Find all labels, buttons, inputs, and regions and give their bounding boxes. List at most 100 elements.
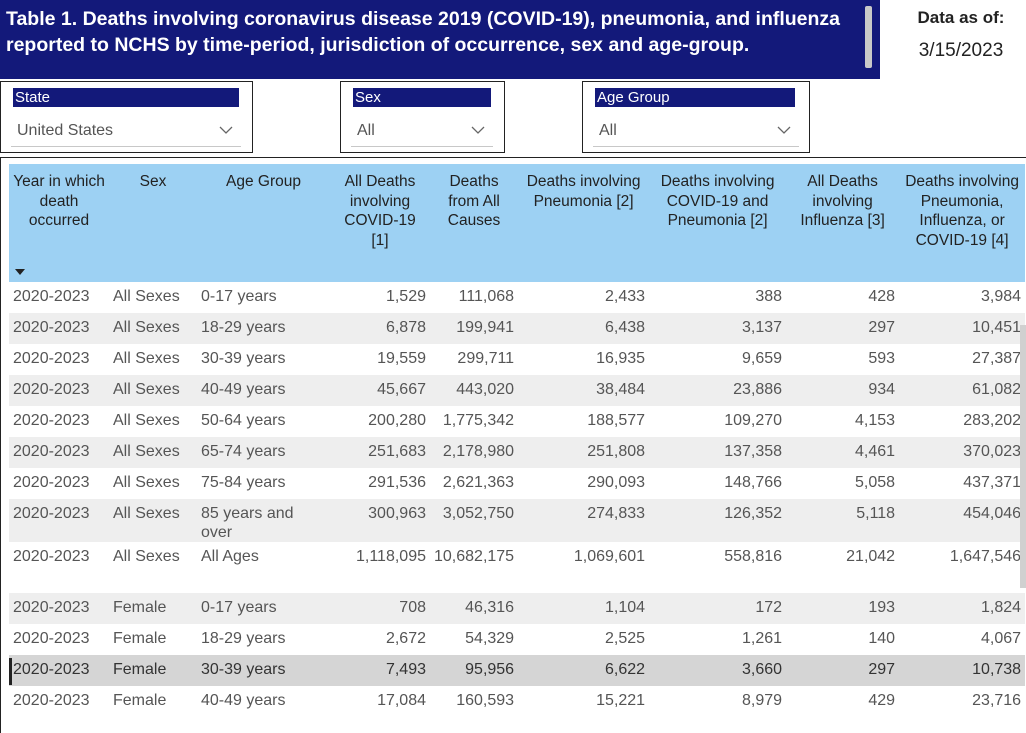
table-cell: 2020-2023 [9, 282, 109, 313]
table-cell: 429 [786, 686, 900, 717]
table-cell: 5,118 [786, 499, 900, 542]
table-row[interactable]: 2020-2023 All Sexes 85 years and over 300,9… [9, 499, 1026, 542]
age-group-dropdown[interactable]: All [593, 115, 799, 147]
table-row[interactable]: 2020-2023 All Sexes 30-39 years 19,559 299,7… [9, 344, 1026, 375]
column-header-sex[interactable]: Sex [109, 164, 197, 282]
column-header-year[interactable]: Year in which death occurred [9, 164, 109, 282]
selected-row-indicator [9, 658, 12, 685]
table-cell: 40-49 years [197, 375, 330, 406]
table-cell: 370,023 [899, 437, 1026, 468]
table-cell: 50-64 years [197, 406, 330, 437]
table-cell: 2020-2023 [9, 375, 109, 406]
table-cell: 1,118,095 [330, 542, 430, 593]
table-row[interactable]: 2020-2023 All Sexes 50-64 years 200,280 1,77… [9, 406, 1026, 437]
table-cell: 290,093 [518, 468, 650, 499]
table-cell: 593 [786, 344, 900, 375]
table-cell: All Sexes [109, 313, 197, 344]
table-row[interactable]: 2020-2023 All Sexes 40-49 years 45,667 443,0… [9, 375, 1026, 406]
table-cell: 5,058 [786, 468, 900, 499]
table-cell: 934 [786, 375, 900, 406]
sex-slicer: Sex All [340, 81, 505, 153]
sort-descending-icon[interactable] [15, 269, 25, 275]
table-row[interactable]: 2020-2023 All Sexes 0-17 years 1,529 111,068… [9, 282, 1026, 313]
table-cell: 188,577 [518, 406, 650, 437]
data-as-of-label: Data as of: [917, 8, 1005, 27]
table-cell: 4,153 [786, 406, 900, 437]
table-cell: 10,451 [899, 313, 1026, 344]
table-cell: 283,202 [899, 406, 1026, 437]
table-cell: 140 [786, 624, 900, 655]
table-cell: 1,824 [899, 593, 1026, 624]
table-cell: 61,082 [899, 375, 1026, 406]
table-cell: 54,329 [430, 624, 519, 655]
table-cell: 18-29 years [197, 624, 330, 655]
table-cell: 708 [330, 593, 430, 624]
table-row[interactable]: 2020-2023 Female 40-49 years 17,084 160,593 1… [9, 686, 1026, 717]
table-cell: 19,559 [330, 344, 430, 375]
table-cell: 2020-2023 [9, 624, 109, 655]
table-cell: All Sexes [109, 468, 197, 499]
table-cell: 6,438 [518, 313, 650, 344]
table-cell: 4,067 [899, 624, 1026, 655]
table-cell: 95,956 [430, 655, 519, 686]
table-cell: 10,738 [899, 655, 1026, 686]
table-cell: 160,593 [430, 686, 519, 717]
table-cell: 2020-2023 [9, 593, 109, 624]
table-row[interactable]: 2020-2023 Female 30-39 years 7,493 95,956 6,6… [9, 655, 1026, 686]
state-slicer: State United States [0, 81, 253, 153]
table-cell: 297 [786, 313, 900, 344]
table-cell: 23,716 [899, 686, 1026, 717]
table-vertical-scrollbar[interactable] [1020, 325, 1026, 588]
table-cell: All Ages [197, 542, 330, 593]
table-cell: 199,941 [430, 313, 519, 344]
table-row[interactable]: 2020-2023 All Sexes 18-29 years 6,878 199,94… [9, 313, 1026, 344]
table-cell: 21,042 [786, 542, 900, 593]
table-row[interactable]: 2020-2023 Female 18-29 years 2,672 54,329 2,5… [9, 624, 1026, 655]
table-cell: 454,046 [899, 499, 1026, 542]
table-cell: Female [109, 686, 197, 717]
column-header-pneumonia[interactable]: Deaths involving Pneumonia [2] [518, 164, 650, 282]
table-header-row: Year in which death occurred Sex Age Gro… [9, 164, 1026, 282]
state-dropdown[interactable]: United States [11, 115, 241, 147]
table-cell: 291,536 [330, 468, 430, 499]
column-header-covid-deaths[interactable]: All Deaths involving COVID-19 [1] [330, 164, 430, 282]
table-cell: 2,178,980 [430, 437, 519, 468]
column-header-pic-total[interactable]: Deaths involving Pneumonia, Influenza, o… [899, 164, 1026, 282]
table-cell: 297 [786, 655, 900, 686]
table-cell: 75-84 years [197, 468, 330, 499]
column-header-age-group[interactable]: Age Group [197, 164, 330, 282]
table-cell: All Sexes [109, 437, 197, 468]
deaths-table-visual: Year in which death occurred Sex Age Gro… [0, 157, 1026, 733]
sex-dropdown[interactable]: All [351, 115, 493, 147]
table-cell: 3,052,750 [430, 499, 519, 542]
table-cell: 0-17 years [197, 282, 330, 313]
column-header-all-causes[interactable]: Deaths from All Causes [430, 164, 519, 282]
table-row[interactable]: 2020-2023 Female 0-17 years 708 46,316 1,104 1… [9, 593, 1026, 624]
table-cell: 3,984 [899, 282, 1026, 313]
state-slicer-label: State [13, 88, 239, 107]
table-row[interactable]: 2020-2023 All Sexes 65-74 years 251,683 2,17… [9, 437, 1026, 468]
data-as-of-value: 3/15/2023 [918, 40, 1004, 61]
table-cell: 2020-2023 [9, 406, 109, 437]
sex-dropdown-value: All [357, 122, 375, 139]
table-cell: 23,886 [649, 375, 787, 406]
report-title-banner: Table 1. Deaths involving coronavirus di… [0, 0, 880, 79]
table-row[interactable]: 2020-2023 All Sexes All Ages 1,118,095 10,68… [9, 542, 1026, 593]
table-cell: 2,672 [330, 624, 430, 655]
table-cell: 126,352 [649, 499, 787, 542]
table-cell: Female [109, 624, 197, 655]
table-cell: All Sexes [109, 499, 197, 542]
column-header-covid-and-pneumonia[interactable]: Deaths involving COVID-19 and Pneumonia … [649, 164, 787, 282]
table-cell: 300,963 [330, 499, 430, 542]
table-row[interactable]: 2020-2023 All Sexes 75-84 years 291,536 2,62… [9, 468, 1026, 499]
table-cell: 437,371 [899, 468, 1026, 499]
age-group-dropdown-value: All [599, 122, 617, 139]
table-cell: 2020-2023 [9, 313, 109, 344]
title-scrollbar[interactable] [865, 6, 872, 68]
column-header-influenza[interactable]: All Deaths involving Influenza [3] [786, 164, 900, 282]
table-cell: Female [109, 593, 197, 624]
table-cell: All Sexes [109, 406, 197, 437]
table-cell: 3,137 [649, 313, 787, 344]
table-cell: 1,775,342 [430, 406, 519, 437]
table-cell: 6,622 [518, 655, 650, 686]
